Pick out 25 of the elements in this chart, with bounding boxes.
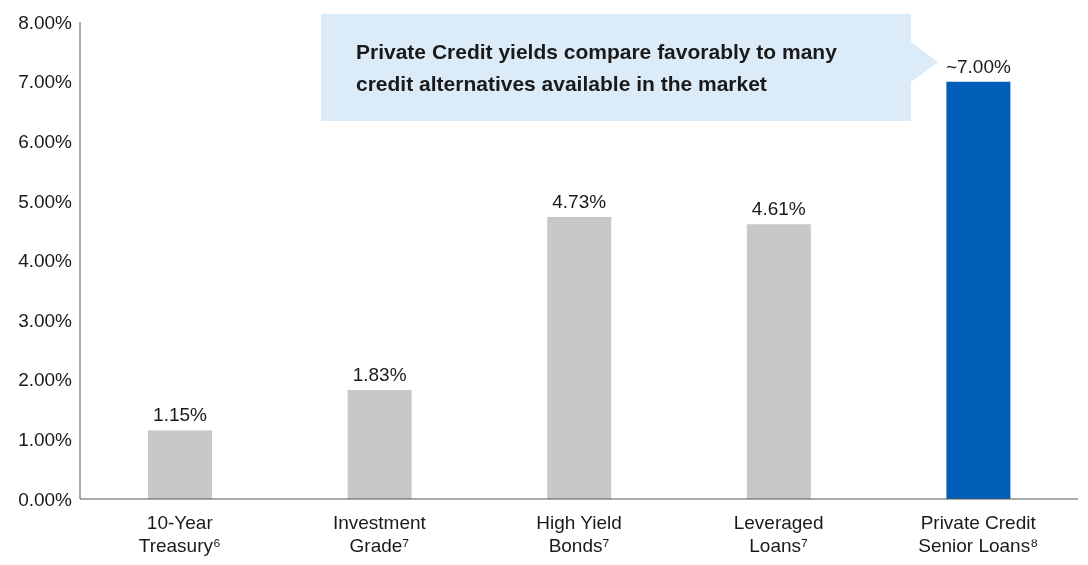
y-tick-label: 4.00% [18, 250, 73, 272]
bar [547, 216, 612, 499]
data-label: 4.73% [552, 190, 607, 212]
x-tick-label: Private Credit Senior Loans⁸ [918, 512, 1039, 556]
data-label: 4.61% [751, 198, 806, 220]
bar [946, 81, 1011, 499]
x-tick-label: Investment Grade⁷ [332, 512, 427, 556]
annotation: Private Credit yields compare favorably to many credit alternatives available in the market [356, 39, 838, 97]
bar [746, 224, 811, 499]
data-label: 1.15% [153, 404, 208, 426]
x-tick-label: Leveraged Loans⁷ [733, 512, 824, 556]
x-tick-label: 10-Year Treasury⁶ [138, 512, 221, 556]
data-label: 1.83% [352, 363, 407, 385]
y-tick-label: 5.00% [18, 190, 73, 212]
y-tick-label: 2.00% [18, 369, 73, 391]
y-tick-label: 3.00% [18, 309, 73, 331]
x-tick-label: High Yield Bonds⁷ [536, 512, 622, 556]
y-tick-label: 8.00% [18, 11, 73, 33]
bar [347, 389, 412, 499]
bar [148, 430, 212, 499]
y-tick-label: 1.00% [18, 429, 73, 451]
y-tick-label: 7.00% [18, 71, 73, 93]
data-label: ~7.00% [945, 55, 1011, 77]
y-tick-label: 0.00% [18, 488, 73, 510]
y-tick-label: 6.00% [18, 130, 73, 152]
